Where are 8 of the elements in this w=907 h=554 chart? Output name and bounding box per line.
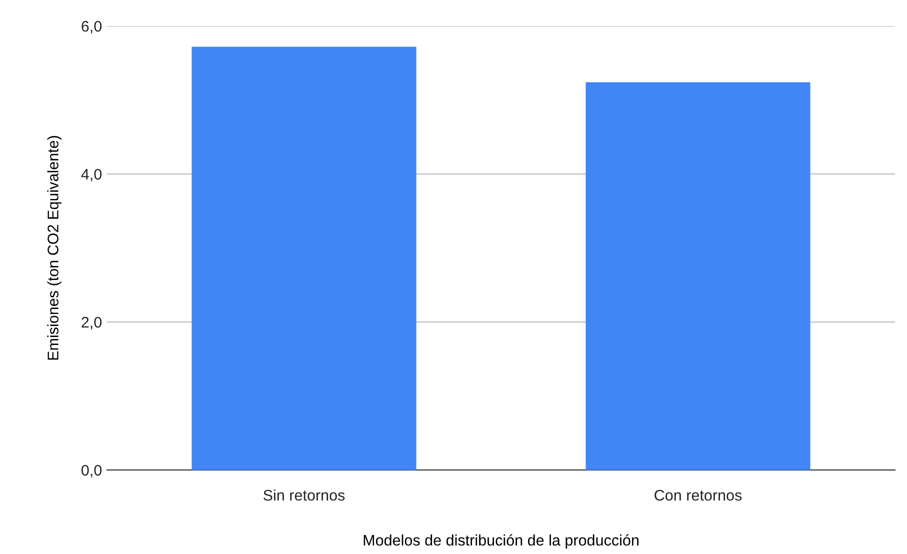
y-tick-label: 6,0 bbox=[82, 20, 102, 34]
y-tick-label: 0,0 bbox=[82, 464, 102, 478]
y-axis-title: Emisiones (ton CO2 Equivalente) bbox=[47, 136, 62, 360]
y-tick-label: 2,0 bbox=[82, 316, 102, 330]
y-tick-label: 4,0 bbox=[81, 168, 102, 182]
x-axis-title: Modelos de distribución de la producción bbox=[364, 534, 638, 549]
x-tick-label: Sin retornos bbox=[264, 489, 345, 501]
x-tick-label: Con retornos bbox=[654, 490, 742, 501]
